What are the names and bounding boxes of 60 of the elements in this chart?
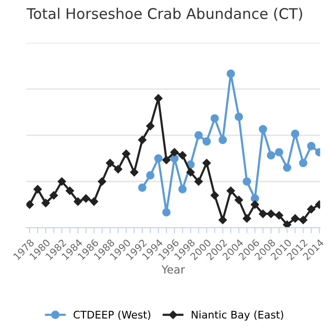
point <box>242 214 252 223</box>
point <box>90 197 98 206</box>
point <box>58 177 66 186</box>
point <box>202 137 211 146</box>
point <box>242 177 252 186</box>
point <box>146 171 154 180</box>
point <box>42 198 50 208</box>
point <box>291 214 300 223</box>
point <box>170 148 179 156</box>
point <box>266 210 276 218</box>
point <box>202 158 211 168</box>
point <box>299 216 308 224</box>
point <box>282 220 292 228</box>
point <box>50 191 58 200</box>
point <box>138 183 146 192</box>
point <box>122 150 130 158</box>
point <box>186 168 195 176</box>
point <box>258 124 268 134</box>
point <box>154 154 163 163</box>
point <box>234 196 243 204</box>
point <box>74 197 82 206</box>
point <box>194 177 203 186</box>
point <box>66 186 74 195</box>
point <box>226 70 235 78</box>
x-axis-title: Year <box>161 265 186 274</box>
point <box>106 158 114 168</box>
point <box>218 216 227 224</box>
point <box>34 185 42 194</box>
point <box>226 186 235 195</box>
point <box>258 210 268 218</box>
point <box>299 158 308 168</box>
point <box>290 130 300 138</box>
point <box>162 156 171 164</box>
point <box>178 185 187 194</box>
point <box>162 208 171 216</box>
point <box>282 163 292 172</box>
point <box>98 177 106 186</box>
point <box>194 131 203 140</box>
point <box>26 200 34 209</box>
point <box>146 122 154 130</box>
chart-title: Total Horseshoe Crab Abundance (CT) <box>26 8 302 21</box>
point <box>82 194 90 203</box>
point <box>210 191 219 200</box>
point <box>154 94 162 102</box>
point <box>250 194 260 203</box>
point <box>274 148 284 156</box>
point <box>274 211 284 220</box>
point <box>130 168 138 176</box>
legend-label: CTDEEP (West) <box>74 310 150 320</box>
point <box>210 114 219 123</box>
point <box>266 151 276 160</box>
point <box>307 142 316 150</box>
point <box>250 200 260 209</box>
point <box>114 165 122 174</box>
point <box>234 112 243 121</box>
point <box>138 136 146 144</box>
point <box>178 151 187 160</box>
legend-label: Niantic Bay (East) <box>192 310 284 321</box>
point <box>307 205 316 214</box>
point <box>218 136 227 144</box>
